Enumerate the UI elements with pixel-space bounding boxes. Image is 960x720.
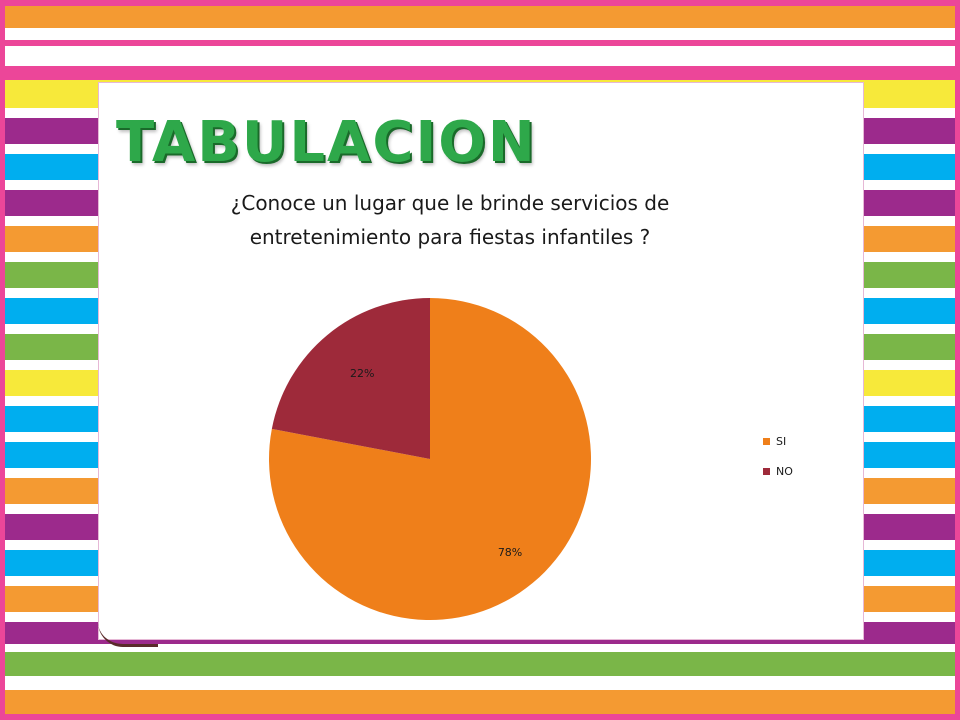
background-stripe bbox=[0, 690, 960, 714]
chart-title: ¿Conoce un lugar que le brinde servicios… bbox=[150, 186, 750, 254]
legend-item-si: SI bbox=[763, 433, 793, 449]
legend-label-no: NO bbox=[776, 464, 793, 478]
data-label-no: 22% bbox=[350, 367, 374, 380]
legend-swatch-no bbox=[763, 467, 770, 475]
pie-slice-no bbox=[271, 298, 430, 459]
data-label-si: 78% bbox=[498, 546, 522, 559]
background-stripe bbox=[0, 46, 960, 66]
side-border-right bbox=[955, 0, 960, 720]
slide-shadow-curl bbox=[98, 622, 158, 647]
slide-title: TABULACION bbox=[116, 110, 537, 175]
background-stripe bbox=[0, 6, 960, 28]
chart-title-line-1: ¿Conoce un lugar que le brinde servicios… bbox=[230, 191, 670, 215]
bottom-border bbox=[0, 714, 960, 720]
legend-label-si: SI bbox=[776, 434, 787, 448]
chart-title-line-2: entretenimiento para fiestas infantiles … bbox=[249, 225, 651, 249]
chart-legend: SI NO bbox=[763, 433, 793, 493]
background-stripe bbox=[0, 676, 960, 690]
background-stripe bbox=[0, 644, 960, 652]
legend-swatch-si bbox=[763, 437, 770, 445]
pie-slice-si bbox=[268, 298, 591, 620]
legend-item-no: NO bbox=[763, 463, 793, 479]
side-border-left bbox=[0, 0, 5, 720]
background-stripe bbox=[0, 652, 960, 676]
background-stripe bbox=[0, 66, 960, 80]
background-stripe bbox=[0, 28, 960, 40]
background-stripe bbox=[0, 40, 960, 46]
